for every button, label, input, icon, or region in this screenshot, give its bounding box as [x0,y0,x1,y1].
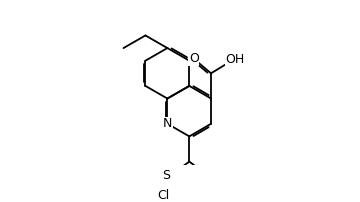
Text: O: O [189,52,199,65]
Text: Cl: Cl [157,189,170,202]
Text: S: S [162,169,170,182]
Text: N: N [163,117,172,130]
Text: OH: OH [225,53,244,66]
